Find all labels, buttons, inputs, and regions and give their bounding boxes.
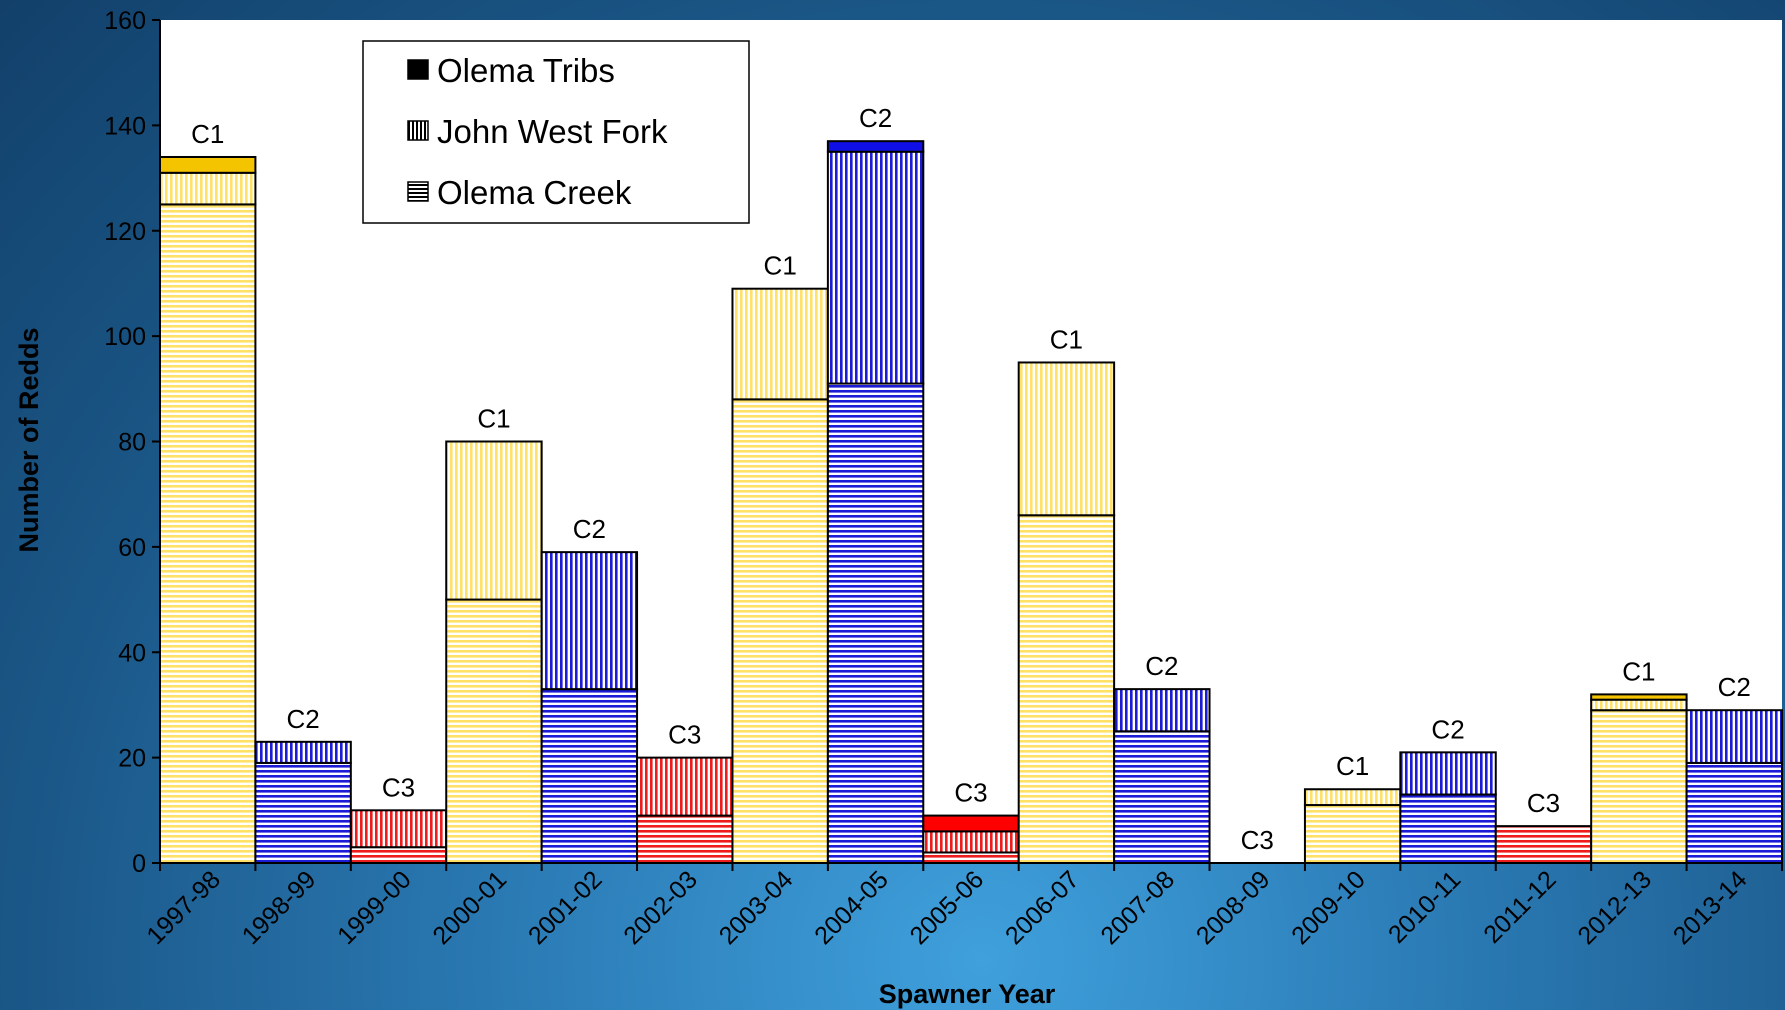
bar-segment <box>445 440 543 601</box>
bar-segment <box>254 740 352 764</box>
legend-swatch <box>407 59 429 80</box>
x-tick-label: 2013-14 <box>1668 865 1753 950</box>
cohort-label: C3 <box>668 720 701 750</box>
bar-segment <box>826 382 925 864</box>
x-tick-label: 2007-08 <box>1095 865 1180 950</box>
legend-swatch <box>407 120 429 141</box>
bar-segment <box>445 598 543 864</box>
bar-segment <box>159 155 257 174</box>
bar-segment <box>349 846 448 864</box>
bar-segment <box>922 830 1020 854</box>
bar-segment <box>1590 698 1688 712</box>
bar-segment <box>1590 709 1688 864</box>
cohort-label: C2 <box>1431 714 1464 744</box>
bar-segment <box>540 551 639 691</box>
y-tick-label: 100 <box>104 323 146 351</box>
legend-label: John West Fork <box>437 113 668 150</box>
y-tick-label: 160 <box>104 7 146 35</box>
bar-segment <box>1113 688 1211 733</box>
legend: Olema Tribs John West Fork Olema Creek <box>362 40 750 224</box>
bar-segment <box>922 814 1020 833</box>
y-tick-label: 20 <box>118 745 146 773</box>
cohort-label: C2 <box>1145 651 1178 681</box>
x-tick-label: 2004-05 <box>809 865 894 950</box>
cohort-label: C1 <box>191 119 224 149</box>
bar-segment <box>254 761 352 864</box>
y-tick-label: 60 <box>118 534 146 562</box>
bar-segment <box>731 287 829 401</box>
x-tick-label: 2000-01 <box>428 865 513 950</box>
cohort-label: C1 <box>477 404 510 434</box>
x-tick-label: 2005-06 <box>905 865 990 950</box>
cohort-labels-group: C1 C2 C3 C1 C2 C3 C1 C2 C3 C1 C2 C3 C1 C2 C3 C1 C2 <box>191 103 1751 855</box>
x-tick-label: 2009-10 <box>1286 865 1371 950</box>
cohort-label: C3 <box>1241 825 1274 855</box>
cohort-label: C1 <box>1622 656 1655 686</box>
y-tick-label: 80 <box>118 429 146 457</box>
y-axis-title: Number of Redds <box>14 327 44 552</box>
cohort-label: C3 <box>382 772 415 802</box>
bar-segment <box>540 688 639 864</box>
cohort-label: C2 <box>1718 672 1751 702</box>
bar-segment <box>159 203 257 864</box>
y-tick-label: 120 <box>104 218 146 246</box>
bar-segment <box>1399 751 1497 796</box>
x-tick-label: 2003-04 <box>714 865 799 950</box>
y-tick-label: 0 <box>132 850 146 878</box>
bar-segment <box>636 756 734 817</box>
x-tick-label: 1997-98 <box>141 865 226 950</box>
bar-segment <box>1113 730 1211 864</box>
y-tick-label: 140 <box>104 112 146 140</box>
bar-segment <box>1685 761 1784 864</box>
x-tick-label: 2002-03 <box>618 865 703 950</box>
x-axis-title: Spawner Year <box>879 979 1056 1009</box>
bar-segment <box>1303 804 1402 865</box>
bar-segment <box>1685 709 1784 764</box>
x-tick-label: 2008-09 <box>1191 865 1276 950</box>
x-tick-label: 2010-11 <box>1383 865 1466 948</box>
bars-group <box>159 140 1784 865</box>
bar-segment <box>731 398 829 864</box>
cohort-label: C1 <box>764 251 797 281</box>
bar-segment <box>1399 793 1497 864</box>
bar-segment <box>1303 788 1402 807</box>
cohort-label: C2 <box>859 103 892 133</box>
cohort-label: C3 <box>1527 788 1560 818</box>
x-tick-label: 1999-00 <box>332 865 417 950</box>
cohort-label: C1 <box>1336 751 1369 781</box>
bar-segment <box>826 150 925 385</box>
y-tick-label: 40 <box>118 639 146 667</box>
bar-segment <box>159 171 257 206</box>
x-tick-label: 2012-13 <box>1572 865 1657 950</box>
x-tick-label: 1998-99 <box>237 865 322 950</box>
x-tick-label: 2011-12 <box>1478 865 1561 948</box>
cohort-label: C2 <box>573 514 606 544</box>
bar-segment <box>636 814 734 864</box>
legend-label: Olema Creek <box>437 174 632 211</box>
bar-segment <box>1017 514 1116 864</box>
bar-segment <box>1017 361 1116 517</box>
legend-label: Olema Tribs <box>437 52 615 89</box>
bar-segment <box>349 809 448 849</box>
bar-segment <box>1494 825 1593 865</box>
bar-segment <box>826 140 925 153</box>
cohort-label: C3 <box>954 778 987 808</box>
bar-segment <box>922 851 1020 865</box>
cohort-label: C2 <box>286 704 319 734</box>
cohort-label: C1 <box>1050 324 1083 354</box>
bar-segment <box>1590 693 1688 701</box>
legend-swatch <box>407 181 429 202</box>
x-tick-label: 2006-07 <box>1000 865 1085 950</box>
x-tick-label: 2001-02 <box>523 865 608 950</box>
